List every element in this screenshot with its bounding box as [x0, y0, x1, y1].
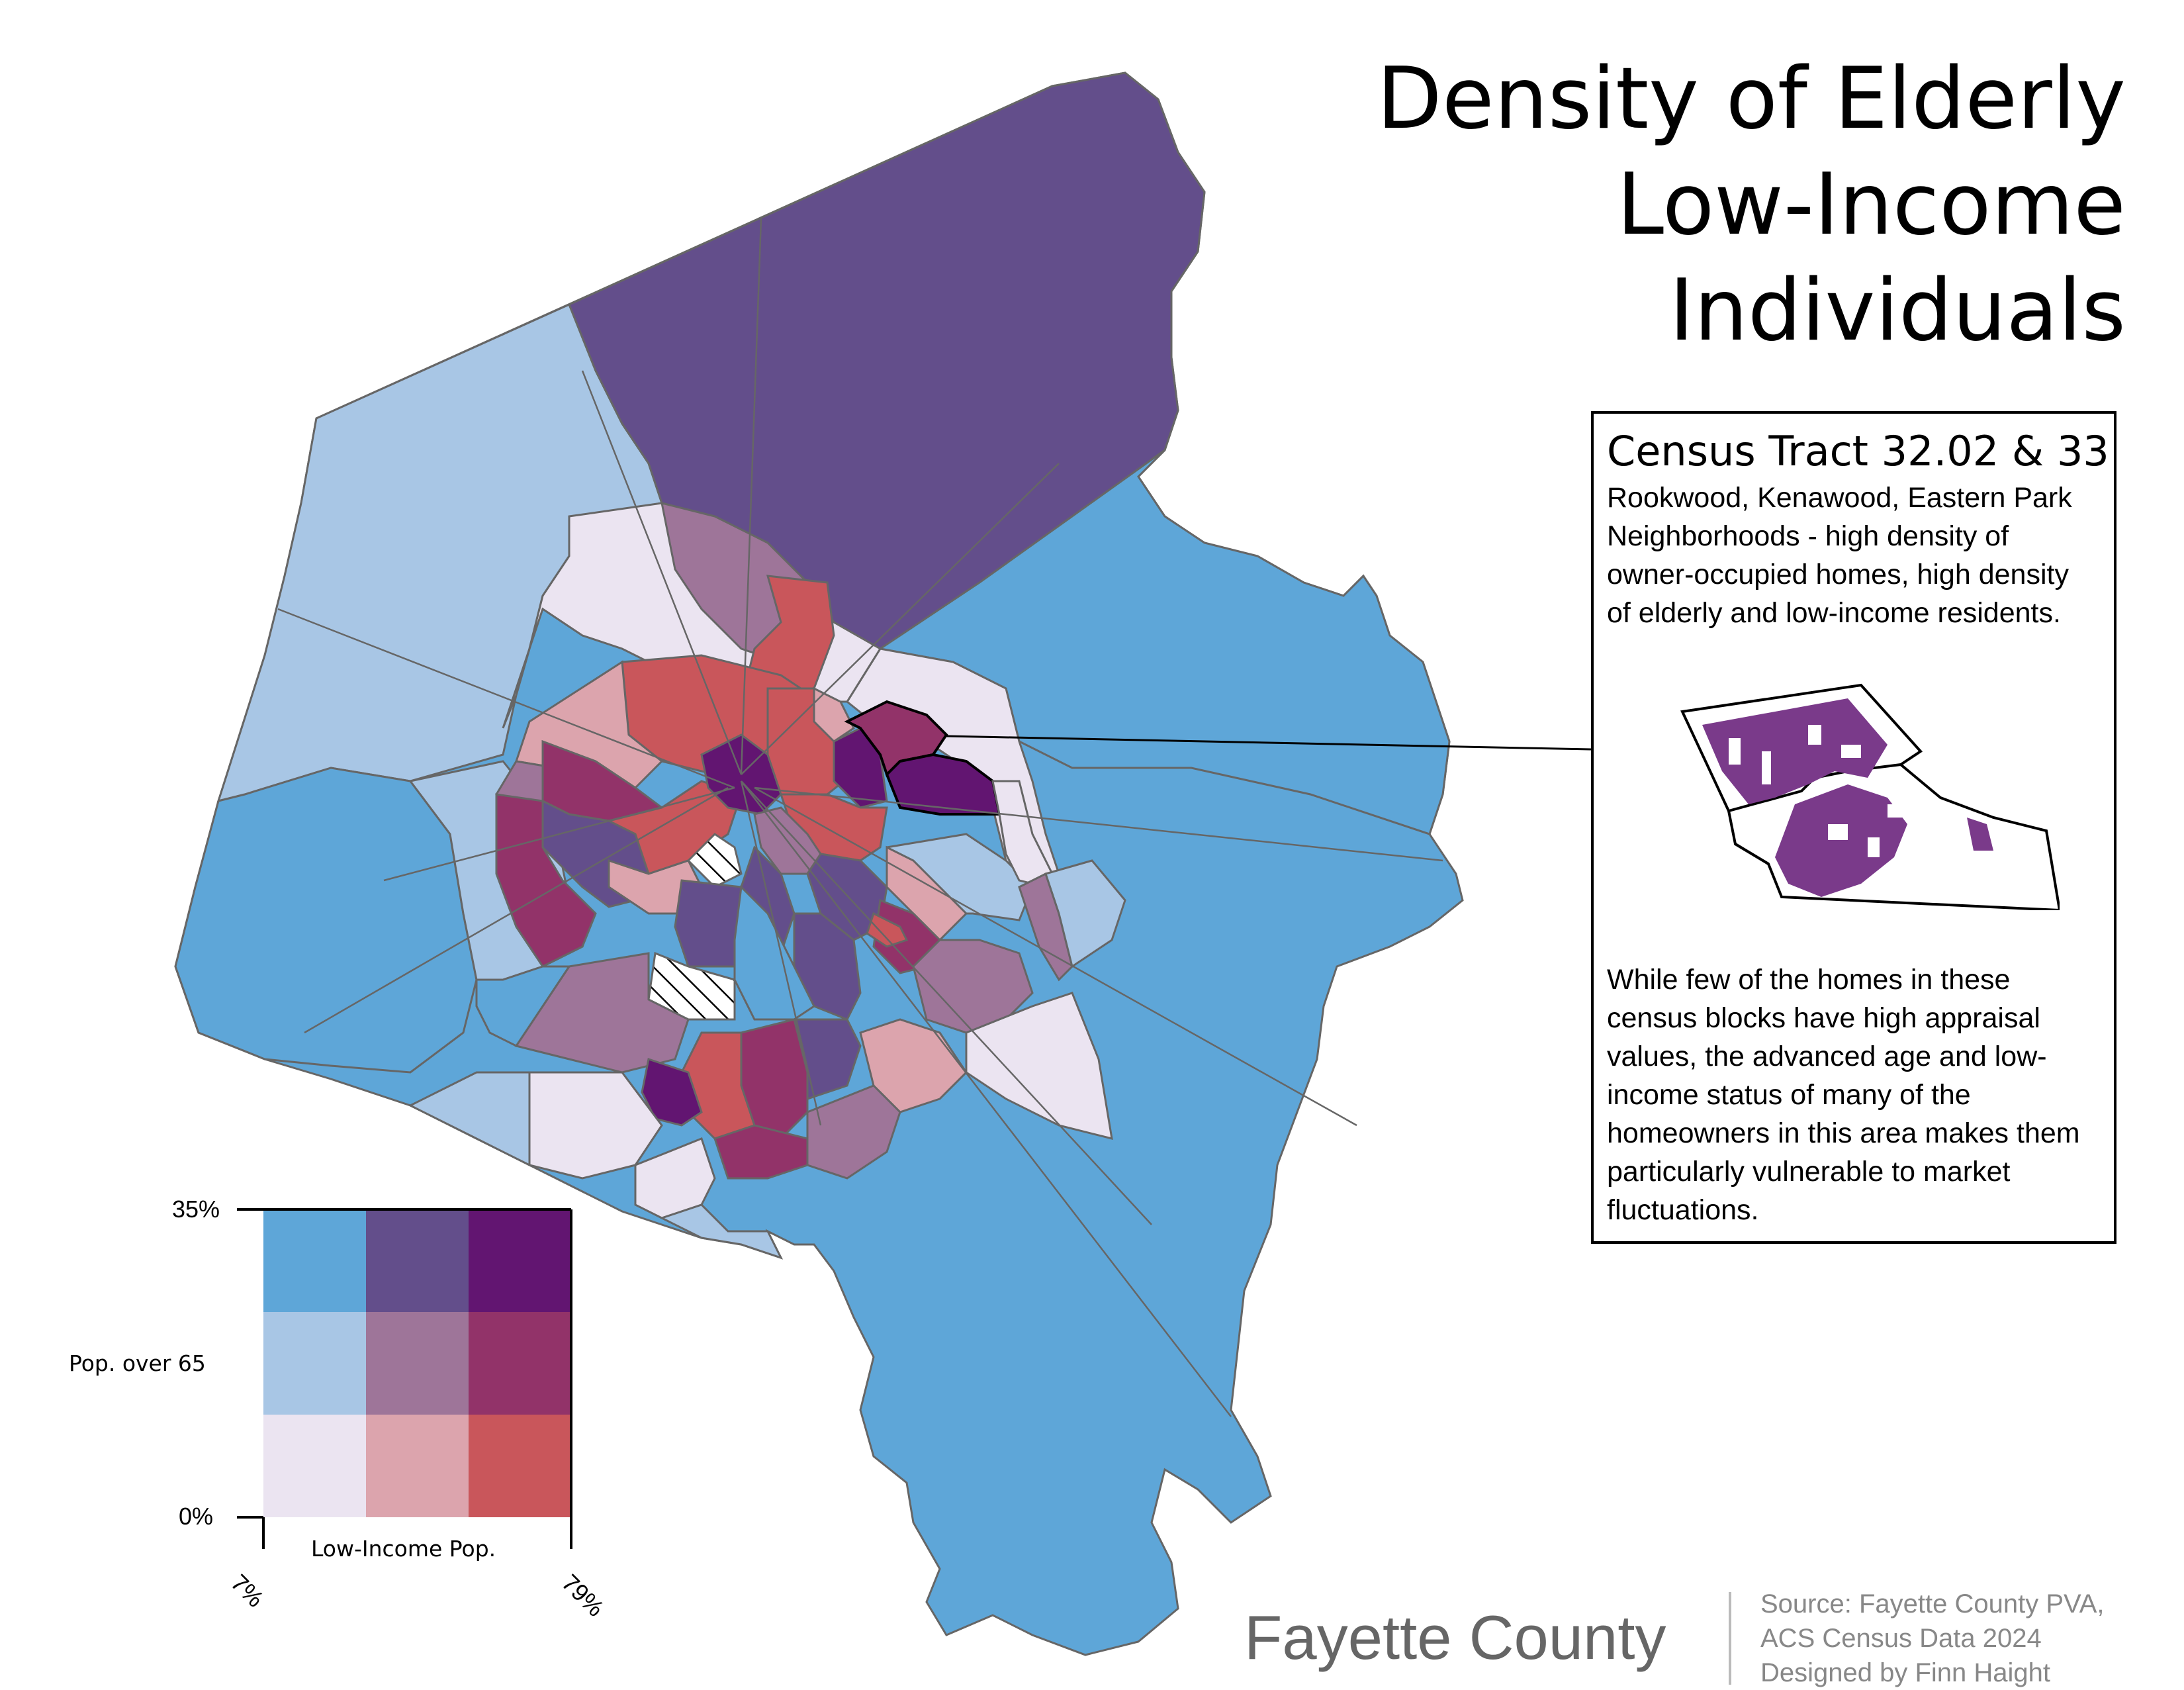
- tract-south-pink-east: [886, 845, 968, 942]
- legend-cell-low-low: [263, 1415, 366, 1517]
- legend-cell-low-high: [469, 1415, 571, 1517]
- legend-cell-mid-high: [469, 1312, 571, 1415]
- tract-south-red-east: [866, 912, 909, 948]
- callout-leader-line: [946, 735, 1592, 751]
- legend-y-label: Pop. over 65: [69, 1350, 206, 1376]
- credit-line-3: Designed by Finn Haight: [1760, 1658, 2051, 1687]
- tract-south-plum-2: [713, 1124, 809, 1180]
- map-title: Density of Elderly Low-Income Individual…: [1199, 46, 2126, 364]
- tract-sw-lightblue-2: [659, 1203, 783, 1260]
- legend-axes: [237, 1208, 572, 1549]
- info-box-body: While few of the homes in these census b…: [1607, 964, 2080, 1226]
- legend-cell-low-mid: [366, 1415, 469, 1517]
- roads: [277, 218, 1443, 1417]
- footer-divider: [1729, 1592, 1731, 1685]
- tract-inset-map: [1680, 683, 2060, 910]
- title-line-2: Low-Income: [1616, 156, 2126, 254]
- tract-sw-darkpurple: [641, 1058, 703, 1127]
- legend-cell-high-high: [469, 1209, 571, 1312]
- legend-grid: [263, 1209, 571, 1517]
- info-box-description: Rookwood, Kenawood, Eastern Park Neighbo…: [1607, 482, 2072, 629]
- tract-se-lightblue-small: [1044, 859, 1126, 968]
- tract-south-mauve-wide: [912, 939, 1034, 1034]
- legend-y-min: 0%: [179, 1503, 214, 1530]
- legend-cell-high-mid: [366, 1209, 469, 1312]
- title-line-3: Individuals: [1668, 261, 2126, 360]
- tract-center-east-pink: [813, 686, 855, 743]
- county-name: Fayette County: [1244, 1603, 1666, 1672]
- credit-line-2: ACS Census Data 2024: [1760, 1624, 2042, 1653]
- west-tract: [174, 767, 478, 1074]
- legend-cell-mid-low: [263, 1312, 366, 1415]
- legend-cell-high-low: [263, 1209, 366, 1312]
- inset-buildings: [1702, 698, 1993, 897]
- credit-line-1: Source: Fayette County PVA,: [1760, 1589, 2105, 1619]
- tract-sw-blue: [475, 965, 571, 1047]
- tract-sw-lightblue-edge: [408, 1071, 531, 1167]
- inset-building-gaps: [1729, 725, 1903, 857]
- title-line-1: Density of Elderly: [1377, 50, 2126, 148]
- legend-cell-mid-mid: [366, 1312, 469, 1415]
- tract-se-lavender: [965, 992, 1113, 1141]
- legend-y-max: 35%: [172, 1196, 220, 1223]
- source-credits: Source: Fayette County PVA, ACS Census D…: [1760, 1587, 2105, 1690]
- legend-x-label: Low-Income Pop.: [311, 1536, 496, 1562]
- census-tract-info-box: Census Tract 32.02 & 33 Rookwood, Kenawo…: [1591, 411, 2116, 1244]
- tract-center-red: [606, 780, 743, 875]
- info-box-title: Census Tract 32.02 & 33: [1607, 427, 2109, 475]
